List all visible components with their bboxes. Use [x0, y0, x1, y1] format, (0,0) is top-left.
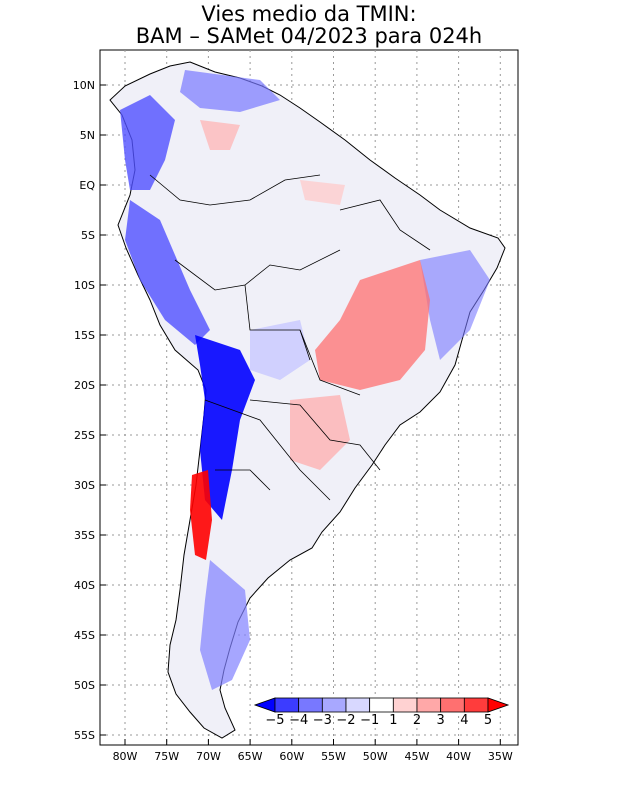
- colorbar-tick-label: −5: [265, 713, 284, 728]
- lat-tick-label: 35S: [74, 529, 95, 542]
- lon-tick-label: 50W: [363, 750, 388, 763]
- colorbar-tick-label: −2: [336, 713, 355, 728]
- colorbar: −5 −4 −3 −2 −1 1 2 3 4 5: [253, 697, 510, 728]
- colorbar-tick-label: −4: [289, 713, 308, 728]
- warm-bias-colombia: [200, 120, 240, 150]
- lat-tick-label: EQ: [79, 179, 95, 192]
- warm-bias-paraguay: [290, 395, 350, 470]
- lon-tick-label: 75W: [154, 750, 179, 763]
- lat-tick-label: 55S: [74, 729, 95, 742]
- lat-tick-label: 30S: [74, 479, 95, 492]
- lat-tick-label: 10N: [73, 79, 95, 92]
- warm-bias-guianas: [300, 180, 345, 205]
- cold-bias-northwest: [120, 95, 175, 190]
- colorbar-bin: [440, 697, 465, 713]
- colorbar-min-arrow: [253, 697, 276, 713]
- lat-tick-label: 40S: [74, 579, 95, 592]
- south-america-landmass: [109, 61, 506, 739]
- colorbar-bin: [345, 697, 371, 713]
- lon-tick-label: 55W: [321, 750, 346, 763]
- warm-bias-central-chile: [190, 470, 212, 560]
- lon-tick-label: 70W: [196, 750, 221, 763]
- cold-bias-peru: [125, 200, 210, 345]
- colorbar-bin: [463, 697, 489, 713]
- cold-bias-northeast-brazil: [420, 250, 490, 360]
- lon-tick-label: 80W: [113, 750, 138, 763]
- cold-bias-atacama: [195, 335, 255, 520]
- colorbar-tick-label: 2: [413, 713, 421, 728]
- lat-tick-label: 5N: [80, 129, 95, 142]
- lat-tick-label: 10S: [74, 279, 95, 292]
- lat-tick-label: 45S: [74, 629, 95, 642]
- lon-tick-label: 65W: [238, 750, 263, 763]
- longitude-axis: 80W 75W 70W 65W 60W 55W 50W 45W 40W 35W: [113, 739, 513, 763]
- colorbar-tick-label: −1: [360, 713, 379, 728]
- latitude-axis: 10N 5N EQ 5S 10S 15S 20S 25S 30S 35S 40S 45S 50S 55S: [73, 79, 106, 742]
- warm-bias-central-brazil: [315, 260, 430, 390]
- lon-tick-label: 45W: [404, 750, 429, 763]
- country-borders: [149, 174, 431, 501]
- lat-tick-label: 15S: [74, 329, 95, 342]
- plot-frame: [99, 49, 519, 746]
- colorbar-bin: [298, 697, 323, 713]
- cold-bias-bolivia: [250, 320, 310, 380]
- colorbar-tick-label: 3: [437, 713, 445, 728]
- lat-tick-label: 50S: [74, 679, 95, 692]
- lat-tick-label: 5S: [81, 229, 95, 242]
- colorbar-tick-label: 4: [460, 713, 468, 728]
- colorbar-tick-label: 1: [389, 713, 397, 728]
- lat-tick-label: 25S: [74, 429, 95, 442]
- colorbar-max-arrow: [487, 697, 510, 713]
- colorbar-tick-label: −3: [313, 713, 332, 728]
- lon-tick-label: 40W: [446, 750, 471, 763]
- lon-tick-label: 60W: [279, 750, 304, 763]
- cold-bias-caribbean: [180, 70, 280, 112]
- colorbar-bin: [392, 697, 418, 713]
- colorbar-bin: [274, 697, 300, 713]
- lat-tick-label: 20S: [74, 379, 95, 392]
- colorbar-bin: [416, 697, 442, 713]
- lon-tick-label: 35W: [488, 750, 513, 763]
- colorbar-bin: [321, 697, 347, 713]
- colorbar-tick-label: 5: [484, 713, 492, 728]
- colorbar-bin: [369, 697, 394, 713]
- cold-bias-patagonia: [200, 560, 250, 690]
- map-title-line1: Vies medio da TMIN:: [201, 2, 417, 26]
- map-title-line2: BAM – SAMet 04/2023 para 024h: [135, 24, 483, 48]
